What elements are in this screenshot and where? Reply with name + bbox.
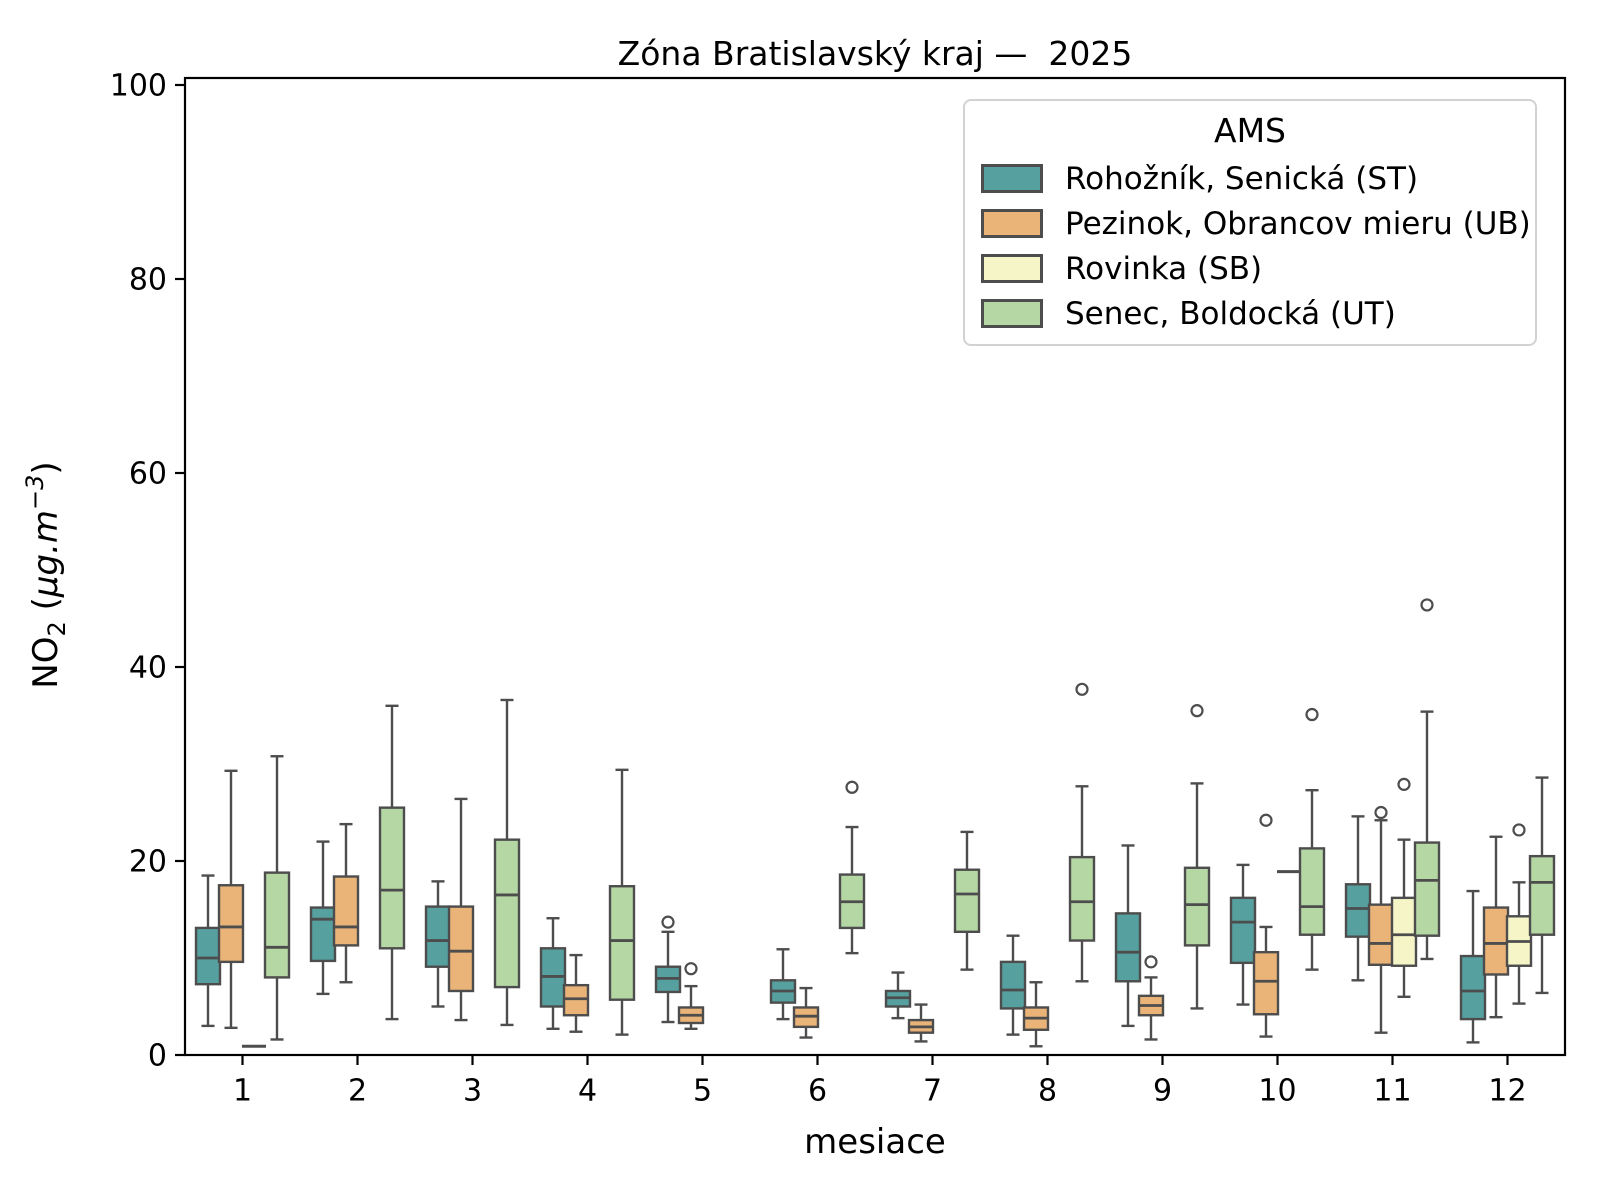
plot-border bbox=[183, 76, 1567, 1057]
box bbox=[562, 983, 590, 1017]
outlier-marker bbox=[845, 780, 859, 794]
box bbox=[424, 905, 452, 968]
box bbox=[493, 838, 521, 989]
x-tick-label: 2 bbox=[348, 1074, 367, 1109]
box bbox=[1068, 855, 1096, 942]
x-tick-label: 5 bbox=[693, 1074, 712, 1109]
legend-swatch-rovinka bbox=[981, 254, 1043, 283]
legend: AMS Rohožník, Senická (ST) Pezinok, Obra… bbox=[963, 99, 1537, 346]
outlier-marker bbox=[661, 915, 675, 929]
legend-title: AMS bbox=[1214, 111, 1286, 150]
x-tick-label: 6 bbox=[808, 1074, 827, 1109]
legend-swatch-senec bbox=[981, 299, 1043, 328]
box bbox=[194, 926, 222, 986]
x-axis-label: mesiace bbox=[804, 1122, 946, 1162]
box bbox=[217, 884, 245, 964]
outlier-marker bbox=[1259, 813, 1273, 827]
chart-title: Zóna Bratislavský kraj — 2025 bbox=[617, 34, 1133, 73]
box bbox=[309, 906, 337, 963]
box bbox=[1459, 954, 1487, 1021]
outlier-marker bbox=[1397, 777, 1411, 791]
box bbox=[332, 875, 360, 947]
outlier-marker bbox=[1190, 704, 1204, 718]
box bbox=[999, 960, 1027, 1010]
box bbox=[447, 905, 475, 993]
box bbox=[1298, 847, 1326, 936]
box bbox=[1229, 896, 1257, 965]
x-tick-label: 11 bbox=[1373, 1074, 1411, 1109]
box bbox=[1344, 883, 1372, 938]
x-tick-label: 10 bbox=[1258, 1074, 1296, 1109]
box bbox=[1114, 912, 1142, 983]
box bbox=[953, 868, 981, 934]
y-axis-label: NO2 (μg.m−3) bbox=[21, 461, 71, 688]
box bbox=[378, 806, 406, 950]
box bbox=[1413, 841, 1441, 937]
outlier-marker bbox=[1374, 805, 1388, 820]
outlier-marker bbox=[684, 962, 698, 976]
x-tick-label: 1 bbox=[233, 1074, 252, 1109]
box bbox=[1367, 903, 1395, 966]
x-tick-label: 3 bbox=[463, 1074, 482, 1109]
box bbox=[1528, 854, 1556, 936]
box bbox=[1252, 950, 1280, 1016]
x-tick-label: 7 bbox=[923, 1074, 942, 1109]
x-tick-label: 8 bbox=[1038, 1074, 1057, 1109]
y-tick-label: 100 bbox=[110, 69, 167, 104]
outlier-marker bbox=[1144, 955, 1158, 969]
outlier-marker bbox=[1075, 682, 1089, 696]
box bbox=[1482, 906, 1510, 976]
y-tick-label: 20 bbox=[129, 845, 167, 880]
legend-label-rovinka: Rovinka (SB) bbox=[1065, 250, 1263, 287]
legend-item-pezinok: Pezinok, Obrancov mieru (UB) bbox=[965, 201, 1535, 246]
outlier-marker bbox=[1305, 707, 1319, 722]
legend-label-senec: Senec, Boldocká (UT) bbox=[1065, 295, 1396, 332]
legend-label-pezinok: Pezinok, Obrancov mieru (UB) bbox=[1065, 205, 1531, 242]
x-tick-label: 4 bbox=[578, 1074, 597, 1109]
legend-label-rohoznik: Rohožník, Senická (ST) bbox=[1065, 160, 1419, 197]
x-tick-label: 9 bbox=[1153, 1074, 1172, 1109]
legend-item-rohoznik: Rohožník, Senická (ST) bbox=[965, 156, 1535, 201]
box bbox=[608, 885, 636, 1001]
box bbox=[1183, 866, 1211, 947]
legend-item-senec: Senec, Boldocká (UT) bbox=[965, 291, 1535, 336]
legend-item-rovinka: Rovinka (SB) bbox=[965, 246, 1535, 291]
legend-swatch-pezinok bbox=[981, 209, 1043, 238]
y-tick-label: 60 bbox=[129, 457, 167, 492]
legend-swatch-rohoznik bbox=[981, 164, 1043, 193]
box bbox=[263, 871, 291, 979]
outlier-marker bbox=[1512, 823, 1526, 837]
outlier-marker bbox=[1420, 598, 1434, 612]
box bbox=[1390, 896, 1418, 967]
x-tick-label: 12 bbox=[1488, 1074, 1526, 1109]
y-tick-label: 40 bbox=[129, 651, 167, 686]
y-tick-label: 0 bbox=[148, 1039, 167, 1074]
y-tick-label: 80 bbox=[129, 263, 167, 298]
